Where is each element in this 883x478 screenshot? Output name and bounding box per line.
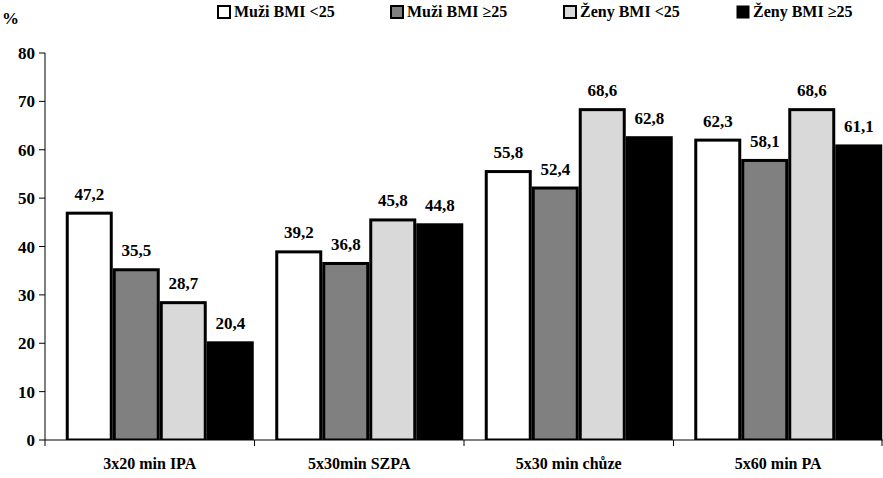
bar — [835, 144, 882, 440]
x-tick-label: 5x30 min chůze — [516, 455, 622, 472]
bar — [114, 270, 158, 440]
y-tick-label: 0 — [27, 431, 36, 450]
bar — [696, 140, 740, 440]
bar — [324, 263, 368, 440]
y-tick-label: 10 — [18, 383, 35, 402]
x-tick — [882, 440, 883, 446]
y-tick-label: 60 — [18, 141, 35, 160]
bar — [207, 341, 254, 440]
x-tick-label: 5x30min SZPA — [308, 455, 411, 472]
data-label: 35,5 — [121, 241, 151, 260]
y-tick — [39, 391, 45, 392]
data-label: 28,7 — [168, 274, 198, 293]
data-label: 45,8 — [378, 191, 408, 210]
legend-swatch — [564, 6, 576, 18]
bar — [486, 172, 530, 440]
y-tick — [39, 343, 45, 344]
x-tick-label: 3x20 min IPA — [103, 455, 196, 472]
data-label: 62,8 — [634, 109, 664, 128]
bar — [161, 303, 205, 440]
data-label: 39,2 — [284, 223, 314, 242]
x-tick-label: 5x60 min PA — [735, 455, 822, 472]
bar — [67, 213, 111, 440]
legend-swatch — [737, 6, 749, 18]
y-tick — [39, 440, 45, 441]
legend-label: Ženy BMI ≥25 — [753, 2, 852, 21]
data-label: 44,8 — [425, 196, 455, 215]
data-label: 20,4 — [215, 314, 245, 333]
x-tick — [464, 440, 465, 446]
legend-swatch — [218, 6, 230, 18]
bar — [626, 136, 673, 440]
x-tick — [254, 440, 255, 446]
bar — [416, 223, 463, 440]
x-tick — [673, 440, 674, 446]
chart: 0 10 20 30 40 50 60 70 80% 47,2 39,2 55,8 62,3 35,5 36… — [0, 0, 883, 478]
y-tick — [39, 246, 45, 247]
data-label: 55,8 — [493, 143, 523, 162]
data-label: 68,6 — [797, 81, 827, 100]
data-label: 62,3 — [703, 112, 733, 131]
data-label: 36,8 — [331, 235, 361, 254]
y-tick-label: 50 — [18, 189, 35, 208]
y-tick-label: 80 — [18, 44, 35, 63]
y-tick-label: 70 — [18, 92, 35, 111]
legend-label: Muži BMI <25 — [234, 3, 335, 20]
y-tick-label: 20 — [18, 334, 35, 353]
y-tick-label: 40 — [18, 238, 35, 257]
x-tick — [45, 440, 46, 446]
y-axis — [45, 53, 46, 440]
data-label: 58,1 — [750, 132, 780, 151]
y-tick — [39, 101, 45, 102]
legend-label: Muži BMI ≥25 — [407, 3, 507, 20]
y-tick — [39, 294, 45, 295]
bar — [580, 110, 624, 440]
y-tick — [39, 53, 45, 54]
data-label: 52,4 — [540, 160, 570, 179]
bar — [790, 110, 834, 440]
y-axis-label: % — [2, 9, 19, 28]
bar — [743, 160, 787, 440]
bar — [277, 252, 321, 440]
bar — [533, 188, 577, 440]
legend-label: Ženy BMI <25 — [580, 2, 680, 21]
data-label: 68,6 — [587, 81, 617, 100]
y-tick — [39, 149, 45, 150]
bars — [67, 110, 882, 440]
data-label: 61,1 — [844, 117, 874, 136]
y-tick — [39, 198, 45, 199]
y-tick-label: 30 — [18, 286, 35, 305]
legend-swatch — [391, 6, 403, 18]
data-label: 47,2 — [74, 185, 104, 204]
bar — [371, 220, 415, 440]
